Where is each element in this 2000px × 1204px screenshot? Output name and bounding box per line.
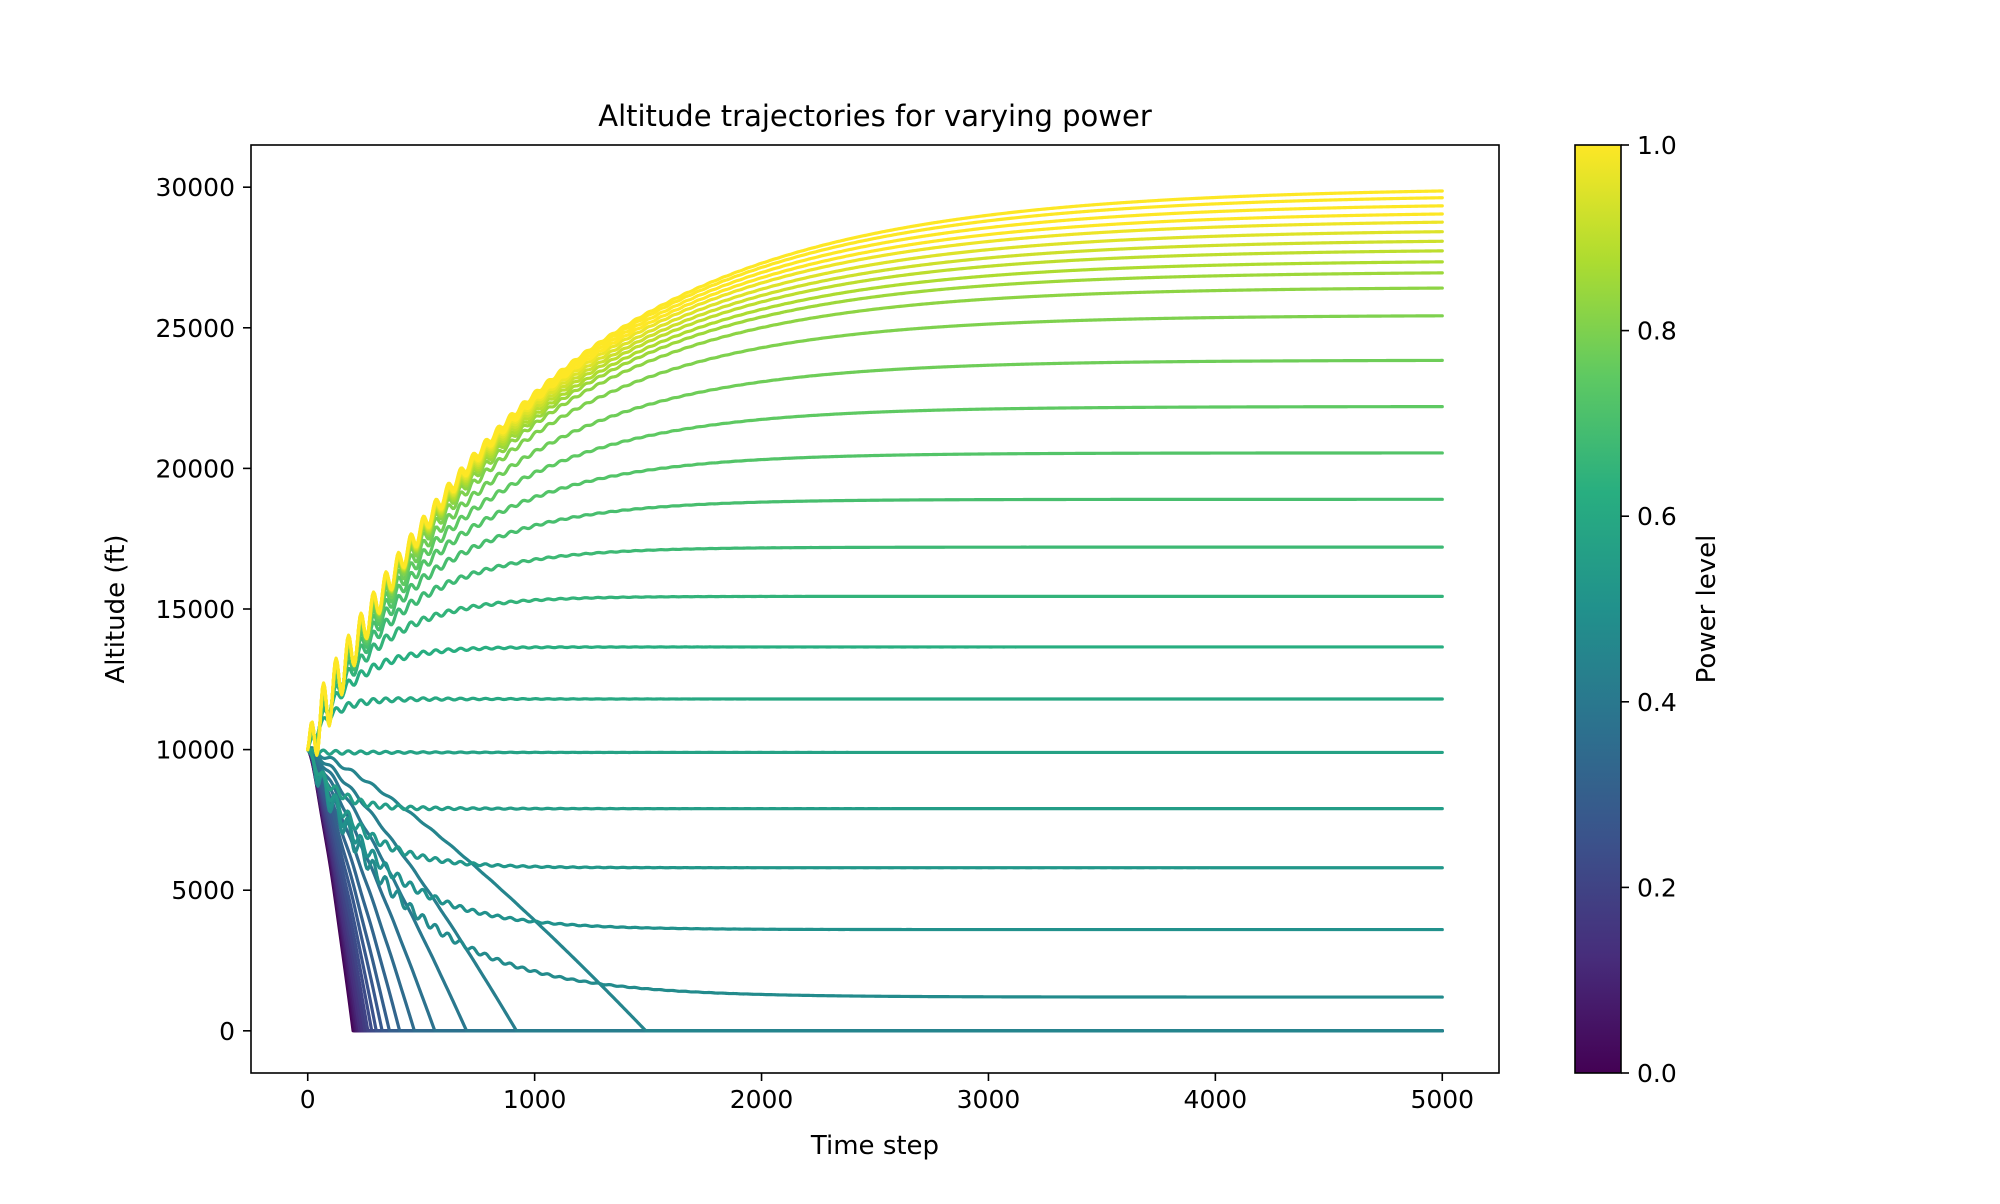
series-line-39 (306, 220, 1444, 756)
x-tick-label: 5000 (1410, 1085, 1474, 1114)
y-tick-label: 10000 (155, 736, 235, 765)
series-line-35 (306, 260, 1444, 754)
colorbar-ticks: 0.0 0.2 0.4 0.6 0.8 1.0 (1621, 131, 1677, 1088)
colorbar-tick-label: 0.8 (1637, 317, 1677, 346)
series-line-29 (306, 451, 1444, 752)
y-tick-label: 15000 (155, 595, 235, 624)
y-tick-label: 25000 (155, 314, 235, 343)
series-line-22 (306, 748, 1444, 812)
series-line-7 (306, 748, 1444, 1033)
y-tick-label: 20000 (155, 454, 235, 483)
x-tick-label: 2000 (730, 1085, 794, 1114)
series-line-20 (306, 748, 1444, 932)
series-line-26 (306, 594, 1444, 752)
series-line-25 (306, 645, 1444, 752)
colorbar-tick-label: 0.6 (1637, 502, 1677, 531)
y-axis: 0 5000 10000 15000 20000 25000 30000 (155, 173, 251, 1046)
x-tick-label: 0 (300, 1085, 316, 1114)
series-line-21 (306, 748, 1444, 870)
x-tick-label: 3000 (957, 1085, 1021, 1114)
series-line-40 (306, 212, 1444, 756)
series-line-10 (306, 748, 1444, 1033)
series-line-23 (306, 747, 1444, 756)
series-line-3 (306, 748, 1444, 1033)
series-line-0 (306, 748, 1444, 1033)
x-tick-label: 1000 (503, 1085, 567, 1114)
chart-title: Altitude trajectories for varying power (598, 99, 1152, 133)
series-line-11 (306, 748, 1444, 1033)
series-line-32 (306, 314, 1444, 752)
series-line-31 (306, 358, 1444, 752)
series-line-5 (306, 748, 1444, 1033)
y-tick-label: 30000 (155, 173, 235, 202)
series-line-13 (306, 748, 1444, 1033)
series-line-34 (306, 271, 1444, 754)
series-line-30 (306, 405, 1444, 752)
colorbar-tick-label: 0.0 (1637, 1059, 1677, 1088)
series-line-28 (306, 497, 1444, 752)
series-line-15 (306, 747, 1444, 1033)
y-tick-label: 0 (219, 1017, 235, 1046)
series-line-27 (306, 545, 1444, 752)
plot-frame (250, 144, 1500, 1074)
series-line-16 (306, 747, 1444, 1033)
colorbar-tick-label: 0.2 (1637, 873, 1677, 902)
series-line-1 (306, 748, 1444, 1033)
colorbar (1574, 144, 1622, 1074)
series-line-2 (306, 748, 1444, 1033)
x-axis: 0 1000 2000 3000 4000 5000 (300, 1073, 1474, 1114)
x-axis-label: Time step (810, 1131, 939, 1161)
y-axis-label: Altitude (ft) (101, 534, 131, 683)
colorbar-label: Power level (1692, 535, 1722, 684)
series-line-33 (306, 286, 1444, 753)
y-tick-label: 5000 (171, 876, 235, 905)
series-line-12 (306, 748, 1444, 1033)
series-line-19 (306, 747, 1444, 999)
series-line-43 (306, 189, 1444, 757)
series-line-9 (306, 748, 1444, 1033)
series-line-18 (306, 746, 1444, 1033)
x-tick-label: 4000 (1184, 1085, 1248, 1114)
colorbar-tick-label: 0.4 (1637, 688, 1677, 717)
series-line-8 (306, 748, 1444, 1033)
series-line-14 (306, 747, 1444, 1033)
series-line-4 (306, 748, 1444, 1033)
series-line-6 (306, 748, 1444, 1033)
series-group (306, 189, 1444, 1033)
series-line-24 (306, 696, 1444, 752)
colorbar-tick-label: 1.0 (1637, 131, 1677, 160)
series-line-17 (306, 746, 1444, 1033)
